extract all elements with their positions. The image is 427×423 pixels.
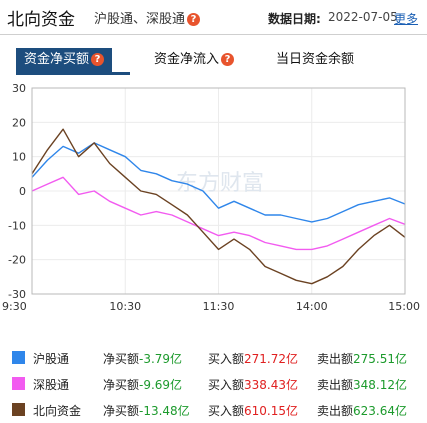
tab-daily-balance-label: 当日资金余额: [276, 52, 355, 67]
sell-value: 348.12亿: [353, 378, 407, 392]
buy-value: 610.15亿: [244, 404, 298, 418]
x-tick-label: 15:00: [388, 300, 420, 313]
sell-value: 275.51亿: [353, 352, 407, 366]
net-label: 净买额: [103, 378, 140, 392]
panel-header: 北向资金 沪股通、深股通? 数据日期: 2022-07-05 更多: [0, 0, 427, 34]
net-value: -13.48亿: [139, 404, 190, 418]
legend-name: 沪股通: [33, 352, 70, 366]
y-axis: 30 20 10 0 -10 -20 -30: [8, 82, 26, 301]
y-tick-label: -10: [8, 219, 26, 232]
tab-daily-balance[interactable]: 当日资金余额: [276, 48, 354, 72]
subtitle-text: 沪股通、深股通: [94, 12, 186, 27]
tab-net-inflow[interactable]: 资金净流入?: [154, 48, 235, 72]
y-tick-label: -30: [8, 288, 26, 301]
header-divider: [0, 34, 427, 35]
sell-label: 卖出额: [317, 352, 354, 366]
y-tick-label: -20: [8, 254, 26, 267]
x-axis: 9:30 10:30 11:30 14:00 15:00: [2, 300, 420, 313]
date-value: 2022-07-05: [328, 10, 398, 24]
sell-value: 623.64亿: [353, 404, 407, 418]
y-tick-label: 0: [19, 185, 26, 198]
y-tick-label: 20: [12, 116, 26, 129]
sell-label: 卖出额: [317, 378, 354, 392]
active-tab-underline: [16, 72, 130, 75]
x-tick-label: 10:30: [109, 300, 141, 313]
net-label: 净买额: [103, 404, 140, 418]
buy-label: 买入额: [208, 378, 245, 392]
chart-series: [31, 128, 406, 285]
x-tick-label: 11:30: [203, 300, 235, 313]
panel-subtitle: 沪股通、深股通?: [94, 8, 201, 27]
legend-row-hgt: 沪股通 净买额 -3.79亿 买入额 271.72亿 卖出额 275.51亿: [0, 347, 427, 369]
tab-net-buy-label: 资金净买额: [24, 52, 90, 67]
net-value: -3.79亿: [139, 352, 183, 366]
sgt-series-line: [31, 176, 406, 251]
buy-label: 买入额: [208, 404, 245, 418]
chart-watermark: 东方财富: [176, 171, 264, 196]
north-series-line: [31, 128, 406, 285]
legend-name: 北向资金: [33, 404, 82, 418]
plot-frame: [31, 87, 406, 295]
help-icon[interactable]: ?: [221, 53, 235, 66]
north-swatch: [12, 403, 25, 416]
y-tick-label: 30: [12, 82, 26, 95]
date-label: 数据日期:: [268, 12, 321, 26]
more-link[interactable]: 更多: [394, 12, 419, 26]
tab-net-buy[interactable]: 资金净买额?: [16, 48, 113, 72]
net-buy-chart[interactable]: 东方财富 30 20 10 0 -10 -20 -30 9:30 10:30 11:30 14:0…: [0, 82, 427, 322]
x-tick-label: 9:30: [2, 300, 27, 313]
tab-net-inflow-label: 资金净流入: [154, 52, 220, 67]
y-tick-label: 10: [12, 151, 26, 164]
help-icon[interactable]: ?: [91, 53, 105, 66]
x-tick-label: 14:00: [296, 300, 328, 313]
buy-label: 买入额: [208, 352, 245, 366]
help-icon[interactable]: ?: [187, 13, 201, 26]
sgt-swatch: [12, 377, 25, 390]
legend-name: 深股通: [33, 378, 70, 392]
net-value: -9.69亿: [139, 378, 183, 392]
tab-bar: 资金净买额? 资金净流入? 当日资金余额: [0, 48, 427, 76]
buy-value: 338.43亿: [244, 378, 298, 392]
sell-label: 卖出额: [317, 404, 354, 418]
legend-row-north: 北向资金 净买额 -13.48亿 买入额 610.15亿 卖出额 623.64亿: [0, 399, 427, 421]
net-label: 净买额: [103, 352, 140, 366]
legend-row-sgt: 深股通 净买额 -9.69亿 买入额 338.43亿 卖出额 348.12亿: [0, 373, 427, 395]
hgt-swatch: [12, 351, 25, 364]
buy-value: 271.72亿: [244, 352, 298, 366]
panel-title: 北向资金: [7, 10, 75, 30]
